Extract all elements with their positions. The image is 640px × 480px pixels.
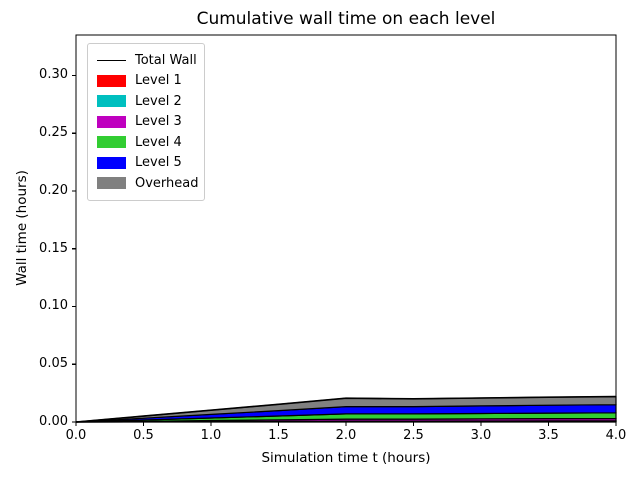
x-tick-label: 2.0: [335, 428, 357, 443]
total-wall-line: [75, 395, 617, 423]
y-tick-label: 0.05: [39, 356, 68, 372]
x-tick-label: 3.5: [538, 428, 559, 443]
legend-item: Level 3: [97, 112, 196, 133]
chart-title: Cumulative wall time on each level: [196, 9, 496, 29]
legend-item: Total Wall: [97, 50, 197, 71]
legend-item: Overhead: [97, 173, 199, 194]
y-tick-label: 0.20: [39, 182, 68, 198]
x-tick-label: 1.0: [200, 428, 222, 443]
legend-item: Level 1: [97, 71, 196, 92]
legend-color-swatch: [97, 95, 126, 108]
legend-color-swatch: [97, 156, 126, 169]
x-tick-label: 2.5: [403, 428, 424, 443]
y-tick-label: 0.00: [39, 414, 68, 429]
legend-color-swatch: [97, 136, 126, 149]
legend-label: Level 2: [135, 93, 182, 109]
legend-color-swatch: [97, 177, 126, 190]
x-axis-label: Simulation time t (hours): [261, 450, 431, 466]
y-tick-label: 0.25: [39, 125, 68, 141]
y-tick-label: 0.15: [39, 240, 68, 256]
y-tick-label: 0.10: [39, 298, 68, 314]
x-tick-label: 0.0: [65, 428, 87, 443]
legend-label: Overhead: [135, 175, 199, 191]
legend-item: Level 2: [97, 91, 196, 112]
legend-line-swatch: [97, 54, 126, 66]
legend-label: Level 5: [135, 155, 182, 171]
x-tick-label: 3.0: [470, 428, 492, 443]
legend-item: Level 4: [97, 132, 196, 153]
legend-label: Level 1: [135, 73, 182, 89]
x-tick-label: 1.5: [268, 428, 289, 443]
legend-label: Total Wall: [135, 52, 197, 68]
x-tick-label: 0.5: [133, 428, 154, 443]
x-tick-label: 4.0: [605, 428, 627, 443]
legend-label: Level 4: [135, 134, 182, 150]
y-tick-label: 0.30: [39, 67, 68, 83]
legend-color-swatch: [97, 115, 126, 128]
legend-label: Level 3: [135, 114, 182, 130]
legend-item: Level 5: [97, 153, 196, 174]
legend-color-swatch: [97, 74, 126, 87]
legend: Total Wall Level 1 Level 2 Level 3 Level 4 Le…: [87, 43, 205, 201]
